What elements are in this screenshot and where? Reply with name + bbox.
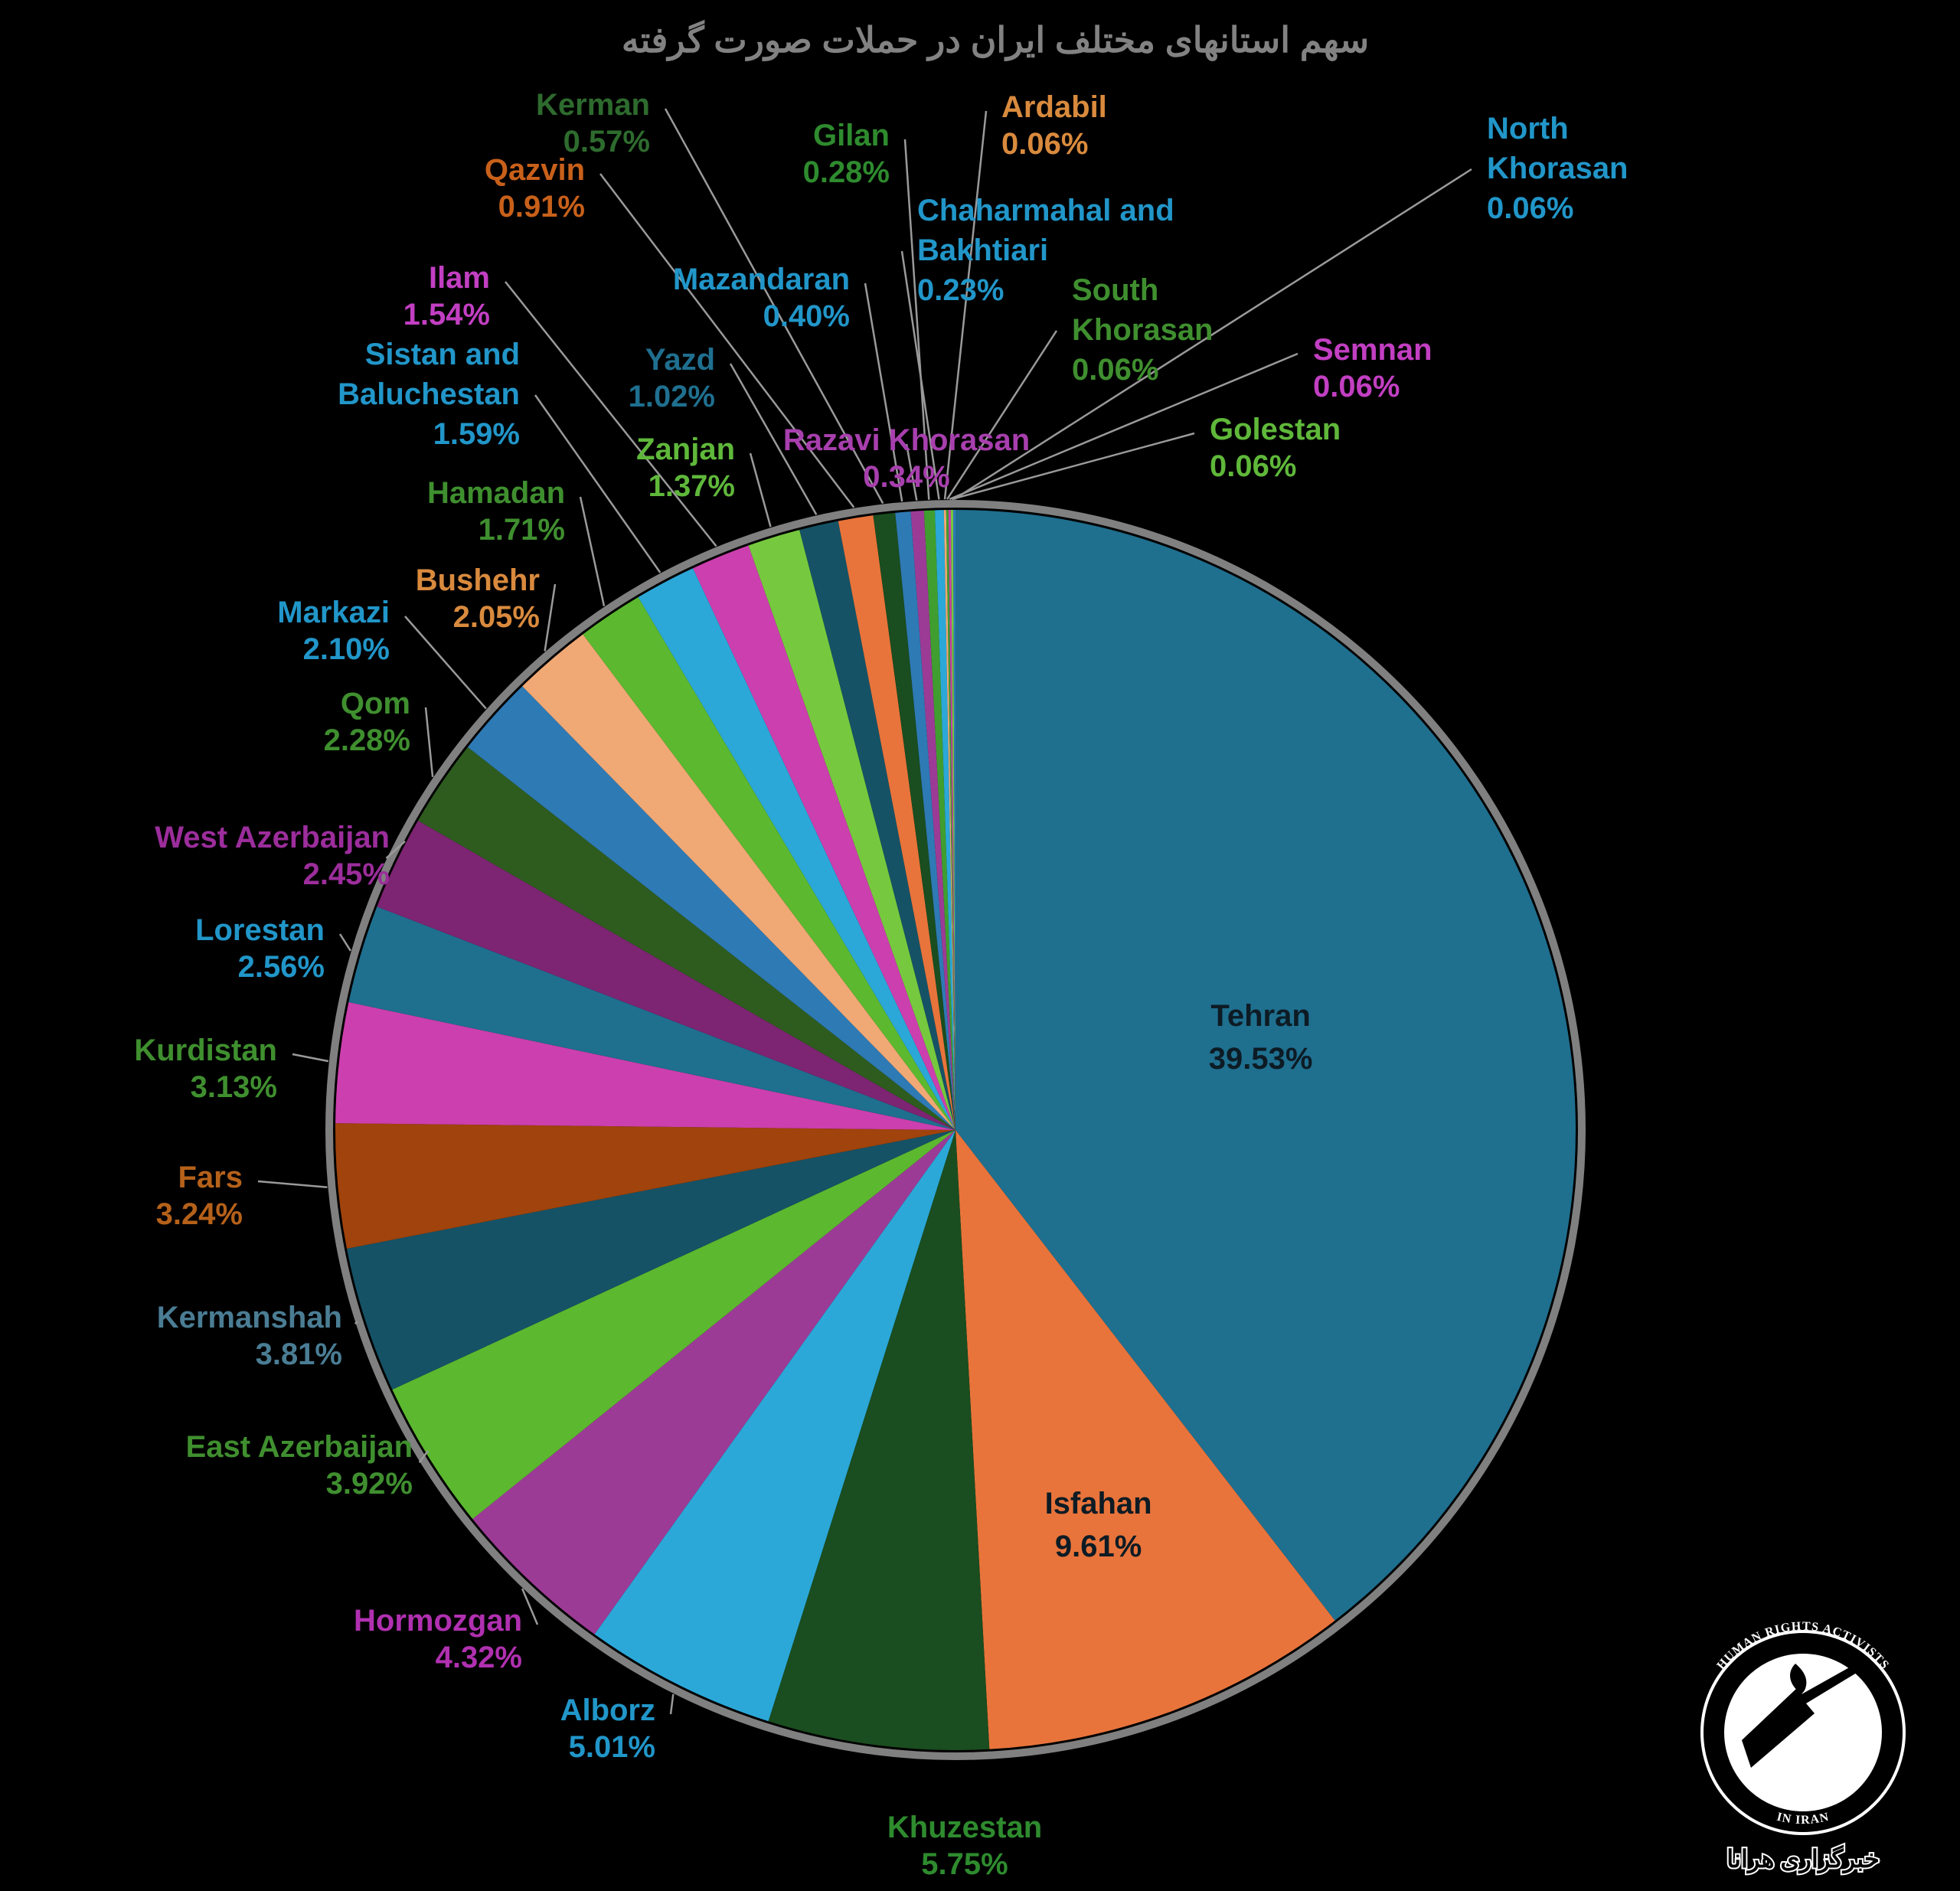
svg-text:Ilam: Ilam: [429, 261, 490, 295]
svg-text:Mazandaran: Mazandaran: [673, 263, 850, 296]
svg-text:2.28%: 2.28%: [324, 723, 410, 757]
svg-text:3.81%: 3.81%: [256, 1337, 342, 1371]
svg-text:2.05%: 2.05%: [453, 600, 540, 634]
svg-text:Qazvin: Qazvin: [485, 153, 585, 187]
svg-text:Hamadan: Hamadan: [427, 476, 565, 510]
svg-text:3.92%: 3.92%: [326, 1467, 413, 1501]
svg-text:1.37%: 1.37%: [648, 469, 735, 503]
svg-text:0.06%: 0.06%: [1487, 191, 1573, 225]
svg-text:سهم استانهای مختلف ایران در حم: سهم استانهای مختلف ایران در حملات صورت گ…: [622, 19, 1369, 61]
svg-text:9.61%: 9.61%: [1055, 1530, 1142, 1563]
svg-text:0.06%: 0.06%: [1313, 370, 1400, 403]
svg-text:0.34%: 0.34%: [863, 460, 949, 494]
svg-text:Zanjan: Zanjan: [636, 433, 735, 466]
svg-text:Baluchestan: Baluchestan: [338, 377, 520, 411]
svg-text:5.01%: 5.01%: [569, 1730, 655, 1764]
svg-text:1.54%: 1.54%: [403, 298, 490, 331]
svg-text:Fars: Fars: [178, 1161, 243, 1194]
svg-text:Alborz: Alborz: [560, 1693, 655, 1727]
svg-text:Khuzestan: Khuzestan: [887, 1811, 1042, 1844]
svg-text:0.23%: 0.23%: [917, 273, 1004, 307]
svg-text:Chaharmahal and: Chaharmahal and: [917, 194, 1174, 227]
svg-text:Lorestan: Lorestan: [195, 913, 325, 947]
svg-text:Kurdistan: Kurdistan: [134, 1034, 277, 1067]
svg-text:Semnan: Semnan: [1313, 333, 1432, 367]
svg-text:0.40%: 0.40%: [763, 299, 850, 333]
svg-text:Bakhtiari: Bakhtiari: [917, 234, 1048, 267]
svg-text:0.06%: 0.06%: [1001, 127, 1088, 161]
svg-text:Sistan and: Sistan and: [365, 338, 520, 371]
svg-text:1.59%: 1.59%: [433, 417, 520, 451]
svg-text:Qom: Qom: [341, 687, 410, 720]
svg-text:5.75%: 5.75%: [921, 1847, 1008, 1881]
svg-text:0.06%: 0.06%: [1072, 353, 1158, 387]
svg-text:Khorasan: Khorasan: [1072, 313, 1214, 347]
svg-text:خبرگزاری هرانا: خبرگزاری هرانا: [1726, 1844, 1879, 1874]
svg-text:1.02%: 1.02%: [629, 380, 715, 413]
svg-text:Khorasan: Khorasan: [1487, 152, 1628, 185]
svg-text:Isfahan: Isfahan: [1045, 1487, 1152, 1520]
svg-text:2.45%: 2.45%: [303, 857, 390, 891]
svg-text:Kerman: Kerman: [536, 88, 650, 122]
svg-text:Ardabil: Ardabil: [1001, 90, 1107, 124]
svg-text:Yazd: Yazd: [645, 343, 715, 377]
svg-text:39.53%: 39.53%: [1209, 1042, 1313, 1076]
svg-text:0.91%: 0.91%: [498, 190, 585, 224]
svg-text:East Azerbaijan: East Azerbaijan: [186, 1430, 413, 1464]
svg-text:North: North: [1487, 112, 1569, 145]
svg-text:1.71%: 1.71%: [479, 513, 565, 547]
svg-text:Bushehr: Bushehr: [416, 563, 540, 597]
svg-text:0.06%: 0.06%: [1210, 449, 1296, 483]
svg-text:3.24%: 3.24%: [156, 1197, 243, 1231]
svg-text:Markazi: Markazi: [277, 596, 390, 629]
svg-text:Tehran: Tehran: [1210, 999, 1310, 1033]
svg-text:4.32%: 4.32%: [436, 1641, 522, 1674]
svg-text:Hormozgan: Hormozgan: [354, 1604, 522, 1638]
svg-text:2.56%: 2.56%: [238, 950, 325, 984]
svg-text:0.28%: 0.28%: [803, 155, 890, 189]
svg-text:Razavi Khorasan: Razavi Khorasan: [783, 423, 1030, 457]
svg-text:Gilan: Gilan: [813, 119, 890, 152]
svg-text:3.13%: 3.13%: [191, 1070, 277, 1104]
svg-text:Golestan: Golestan: [1210, 413, 1341, 446]
svg-text:Kermanshah: Kermanshah: [157, 1301, 342, 1334]
svg-text:West Azerbaijan: West Azerbaijan: [155, 821, 390, 854]
svg-text:South: South: [1072, 273, 1158, 307]
svg-text:2.10%: 2.10%: [303, 632, 390, 666]
